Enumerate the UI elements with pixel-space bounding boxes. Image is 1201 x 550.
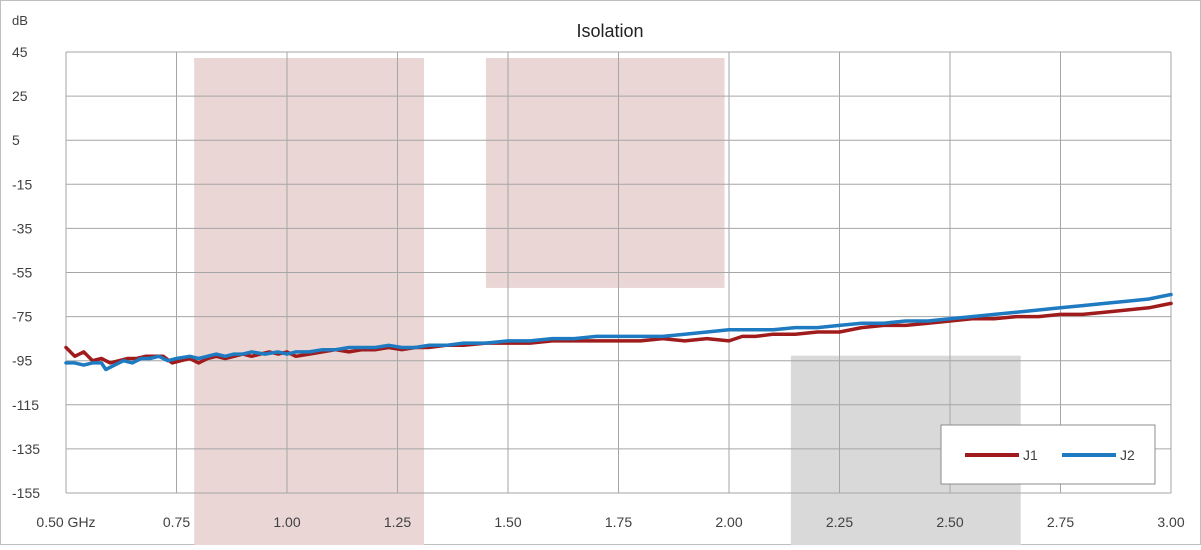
y-tick-label: -75: [12, 309, 32, 325]
chart-title: Isolation: [576, 21, 643, 41]
gridlines: [65, 51, 1172, 494]
x-tick-label: 3.00: [1157, 514, 1184, 530]
x-tick-label: 0.75: [163, 514, 190, 530]
y-tick-label: 5: [12, 132, 20, 148]
y-tick-label: -115: [12, 397, 39, 413]
y-tick-label: 45: [12, 44, 28, 60]
legend-label-j1: J1: [1023, 447, 1038, 463]
y-tick-label: -15: [12, 176, 32, 192]
y-tick-label: -55: [12, 265, 32, 281]
legend: J1 J2: [940, 424, 1156, 485]
y-tick-label: -35: [12, 220, 32, 236]
x-tick-label: 1.75: [605, 514, 632, 530]
series-line-j2: [64, 292, 1173, 372]
x-tick-label: 1.50: [494, 514, 521, 530]
x-tick-label: 0.50 GHz: [36, 514, 95, 530]
y-tick-label: -95: [12, 353, 32, 369]
series-lines: [64, 292, 1173, 372]
x-tick-label: 1.25: [384, 514, 411, 530]
y-axis-label: dB: [12, 13, 28, 28]
axis-labels: 0.50 GHz 0.75 1.00 1.25 1.50 1.75 2.00 2.25 2.50…: [12, 44, 1185, 530]
y-tick-label: -135: [12, 441, 40, 457]
x-tick-label: 2.75: [1047, 514, 1074, 530]
legend-label-j2: J2: [1120, 447, 1135, 463]
y-tick-label: -155: [12, 485, 40, 501]
x-tick-label: 2.25: [826, 514, 853, 530]
x-tick-label: 2.50: [936, 514, 963, 530]
band-1: [485, 58, 725, 288]
x-tick-label: 1.00: [273, 514, 300, 530]
x-tick-label: 2.00: [715, 514, 742, 530]
band-0: [194, 58, 425, 545]
y-tick-label: 25: [12, 88, 28, 104]
